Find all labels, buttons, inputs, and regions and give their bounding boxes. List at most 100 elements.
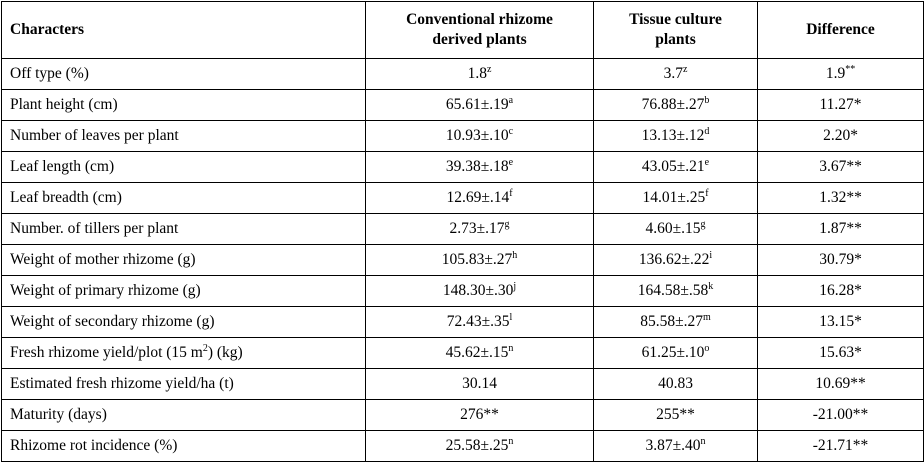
value-cell: 136.62±.22i (593, 244, 758, 276)
cell-text: 1.32** (819, 189, 862, 206)
cell-text: 14.01±.25 (642, 189, 706, 206)
value-cell: 14.01±.25f (593, 182, 758, 214)
cell-text: 85.58±.27 (640, 313, 703, 330)
value-cell: 10.69** (757, 368, 924, 400)
header-text: Characters (10, 21, 85, 38)
value-cell: 72.43±.35l (365, 306, 594, 338)
superscript: f (705, 187, 709, 199)
cell-text: 255** (656, 406, 695, 423)
row-label: Number. of tillers per plant (1, 213, 366, 245)
value-cell: 2.73±.17g (365, 213, 594, 245)
value-cell: 65.61±.19a (365, 89, 594, 121)
cell-text: Number. of tillers per plant (10, 220, 179, 237)
superscript: n (508, 342, 514, 354)
superscript: g (700, 218, 706, 230)
cell-text: 11.27* (819, 96, 862, 113)
superscript: g (504, 218, 510, 230)
row-label: Leaf length (cm) (1, 151, 366, 183)
value-cell: 3.67** (757, 151, 924, 183)
row-label: Weight of secondary rhizome (g) (1, 306, 366, 338)
cell-text: 2.73±.17 (449, 220, 505, 237)
cell-text: 65.61±.19 (445, 96, 509, 113)
value-cell: 15.63* (757, 337, 924, 369)
cell-text: Maturity (days) (10, 406, 107, 423)
cell-text: 10.69** (815, 375, 866, 392)
value-cell: 10.93±.10c (365, 120, 594, 152)
cell-text: 61.25±.10 (641, 344, 705, 361)
table-row: Fresh rhizome yield/plot (15 m2) (kg) 45.… (1, 337, 924, 369)
superscript: f (509, 187, 513, 199)
cell-text: 30.79* (819, 251, 862, 268)
cell-text: Estimated fresh rhizome yield/ha (t) (10, 375, 234, 392)
table-row: Weight of mother rhizome (g) 105.83±.27h 1… (1, 244, 924, 276)
value-cell: 1.87** (757, 213, 924, 245)
value-cell: 1.8z (365, 58, 594, 90)
superscript: h (512, 249, 518, 261)
cell-text: 1.9 (825, 65, 846, 82)
value-cell: 1.9** (757, 58, 924, 90)
header-cell: Difference (757, 1, 924, 59)
header-text: Tissue culture (629, 11, 722, 28)
table-row: Weight of primary rhizome (g) 148.30±.30j… (1, 275, 924, 307)
row-label: Maturity (days) (1, 399, 366, 431)
row-label: Plant height (cm) (1, 89, 366, 121)
value-cell: 12.69±.14f (365, 182, 594, 214)
value-cell: 13.13±.12d (593, 120, 758, 152)
table-row: Plant height (cm) 65.61±.19a 76.88±.27b 11.… (1, 89, 924, 121)
cell-text: Weight of mother rhizome (g) (10, 251, 196, 268)
cell-text: 2.20* (823, 127, 858, 144)
value-cell: 2.20* (757, 120, 924, 152)
table-row: Off type (%) 1.8z 3.7z 1.9** (1, 58, 924, 90)
cell-text: -21.00** (812, 406, 869, 423)
cell-text: 4.60±.15 (645, 220, 701, 237)
header-cell: Tissue culture plants (593, 1, 758, 59)
cell-text: Plant height (cm) (10, 96, 118, 113)
value-cell: 3.87±.40n (593, 430, 758, 462)
value-cell: 11.27* (757, 89, 924, 121)
cell-text: 45.62±.15 (445, 344, 509, 361)
value-cell: 105.83±.27h (365, 244, 594, 276)
superscript: a (508, 94, 514, 106)
row-label: Leaf breadth (cm) (1, 182, 366, 214)
value-cell: 85.58±.27m (593, 306, 758, 338)
value-cell: 25.58±.25n (365, 430, 594, 462)
table-row: Leaf breadth (cm) 12.69±.14f 14.01±.25f 1.3… (1, 182, 924, 214)
cell-text: Number of leaves per plant (10, 127, 179, 144)
header-text: derived plants (432, 31, 527, 48)
superscript: d (704, 125, 710, 137)
superscript: i (709, 249, 713, 261)
cell-text: -21.71** (812, 437, 869, 454)
header-cell: Characters (1, 1, 366, 59)
cell-text: Off type (%) (10, 65, 89, 82)
cell-text: 40.83 (658, 375, 693, 392)
value-cell: 3.7z (593, 58, 758, 90)
cell-text: 13.15* (819, 313, 862, 330)
cell-text: 16.28* (819, 282, 862, 299)
cell-text: 76.88±.27 (641, 96, 705, 113)
cell-text: Weight of secondary rhizome (g) (10, 313, 215, 330)
superscript: l (509, 311, 513, 323)
table-row: Number of leaves per plant 10.93±.10c 13.1… (1, 120, 924, 152)
table-body: Off type (%) 1.8z 3.7z 1.9** Plant height (c… (1, 58, 924, 462)
value-cell: 1.32** (757, 182, 924, 214)
superscript: e (508, 156, 514, 168)
value-cell: 61.25±.10o (593, 337, 758, 369)
value-cell: 40.83 (593, 368, 758, 400)
header-text: plants (655, 31, 696, 48)
cell-text: 3.87±.40 (645, 437, 701, 454)
row-label: Estimated fresh rhizome yield/ha (t) (1, 368, 366, 400)
header-row: Characters Conventional rhizome derived pl… (1, 1, 924, 59)
value-cell: 148.30±.30j (365, 275, 594, 307)
cell-text: 25.58±.25 (445, 437, 509, 454)
value-cell: 255** (593, 399, 758, 431)
value-cell: 13.15* (757, 306, 924, 338)
cell-text: Fresh rhizome yield/plot (15 m (10, 344, 203, 361)
value-cell: 76.88±.27b (593, 89, 758, 121)
value-cell: 39.38±.18e (365, 151, 594, 183)
superscript: 2 (202, 342, 208, 354)
cell-text: 39.38±.18 (445, 158, 509, 175)
superscript: j (513, 280, 517, 292)
value-cell: -21.71** (757, 430, 924, 462)
superscript: n (700, 435, 706, 447)
